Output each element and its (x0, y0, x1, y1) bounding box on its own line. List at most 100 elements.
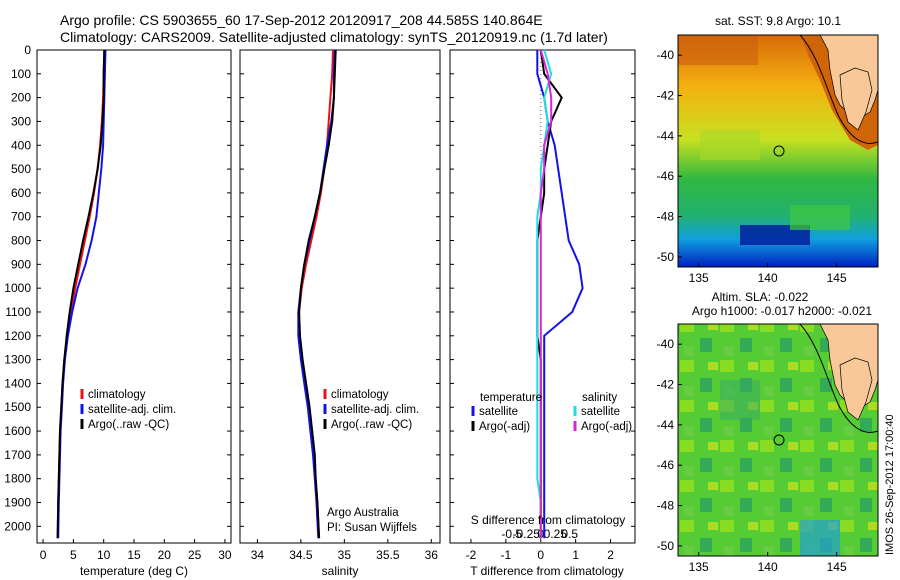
sst-map-title: sat. SST: 9.8 Argo: 10.1 (715, 14, 841, 28)
map-y-tick-label: -46 (657, 458, 675, 472)
x-tick-label: 35 (338, 548, 352, 562)
x-tick-label: 36 (425, 548, 439, 562)
depth-tick-label: 1200 (4, 329, 31, 343)
sla-map-subtitle: Argo h1000: -0.017 h2000: -0.021 (692, 304, 872, 318)
depth-tick-label: 2000 (4, 519, 31, 533)
depth-tick-label: 700 (11, 210, 31, 224)
x-tick-label: 35.5 (376, 548, 400, 562)
series-line (56, 49, 106, 539)
depth-tick-label: 1900 (4, 496, 31, 510)
x-tick-label: 15 (127, 548, 141, 562)
figure-title-line1: Argo profile: CS 5903655_60 17-Sep-2012 … (60, 12, 543, 28)
map-y-tick-label: -50 (657, 250, 675, 264)
map-x-tick-label: 140 (758, 560, 778, 574)
depth-tick-label: 600 (11, 186, 31, 200)
series-line (536, 50, 584, 539)
legend-label: satellite-adj. clim. (331, 404, 419, 416)
x-tick-label: 34 (251, 548, 265, 562)
legend-label: satellite-adj. clim. (88, 404, 176, 416)
series-line (57, 49, 107, 539)
sla-float-marker (773, 434, 785, 446)
map-y-tick-label: -44 (657, 129, 675, 143)
series-line (56, 49, 106, 539)
map-axes: 135 140 145 -40 -42 -44 -46 -48 -50 135 140 145 -40 -… (657, 48, 847, 574)
legend-label: Argo(-adj) (581, 421, 632, 433)
sla-map-frame (677, 323, 879, 557)
map-y-tick-label: -42 (657, 89, 675, 103)
legend-label: satellite (581, 406, 620, 418)
depth-tick-label: 100 (11, 67, 31, 81)
depth-tick-label: 200 (11, 91, 31, 105)
x-tick-label: 34.5 (289, 548, 313, 562)
depth-tick-label: 0 (24, 43, 31, 57)
sst-float-marker (773, 145, 785, 157)
map-x-tick-label: 135 (689, 560, 709, 574)
map-y-tick-label: -44 (657, 418, 675, 432)
depth-tick-label: 1400 (4, 376, 31, 390)
x-tick-label: 10 (97, 548, 111, 562)
map-y-tick-label: -40 (657, 337, 675, 351)
depth-axis: 0 100 200 300 400 500 600 700 800 900 1000 1100 1200… (4, 43, 31, 533)
depth-tick-label: 1600 (4, 424, 31, 438)
salinity-diff-tick-label: -0.5 (501, 527, 522, 541)
legend-header-temperature: temperature (480, 392, 542, 404)
x-tick-label: 1 (572, 548, 579, 562)
sla-map-image (678, 324, 878, 556)
map-y-tick-label: -42 (657, 378, 675, 392)
x-tick-label: 5 (70, 548, 77, 562)
difference-secondary-xlabel: S difference from climatology (471, 513, 626, 527)
salinity-annotation-agency: Argo Australia (327, 507, 399, 519)
x-tick-label: -2 (466, 548, 477, 562)
depth-tick-label: 1000 (4, 281, 31, 295)
x-tick-label: 25 (188, 548, 202, 562)
legend-label: Argo(..raw -QC) (331, 419, 412, 431)
salinity-xlabel: salinity (322, 564, 359, 578)
x-tick-label: 30 (218, 548, 232, 562)
map-x-tick-label: 145 (827, 271, 847, 285)
salinity-chart: 34 34.5 35 35.5 36 climatology satellite-adj. … (240, 49, 440, 562)
difference-xlabel: T difference from climatology (470, 564, 624, 578)
temperature-chart: 0 5 10 15 20 25 30 climatology satellite-adj. cl… (37, 49, 232, 562)
x-tick-label: 0 (40, 548, 47, 562)
x-tick-label: -1 (501, 548, 512, 562)
x-tick-label: 2 (607, 548, 614, 562)
legend-label: Argo(-adj) (479, 421, 530, 433)
depth-tick-label: 800 (11, 234, 31, 248)
map-y-tick-label: -48 (657, 210, 675, 224)
difference-panel-frame (449, 49, 636, 544)
legend-label: climatology (88, 389, 146, 401)
map-x-tick-label: 135 (689, 271, 709, 285)
map-x-tick-label: 145 (827, 560, 847, 574)
salinity-diff-tick-label: 0.5 (561, 527, 578, 541)
sst-map-image (678, 35, 878, 267)
map-y-tick-label: -50 (657, 539, 675, 553)
series-line (539, 49, 553, 539)
credit-text: IMOS 26-Sep-2012 17:00:40 (884, 414, 896, 555)
depth-tick-label: 400 (11, 138, 31, 152)
legend-header-salinity: salinity (582, 392, 617, 404)
x-tick-label: 20 (158, 548, 172, 562)
figure-title-line2: Climatology: CARS2009. Satellite-adjuste… (60, 29, 608, 45)
salinity-panel-frame (239, 49, 441, 544)
legend-label: satellite (479, 406, 518, 418)
legend-label: climatology (331, 389, 389, 401)
x-tick-label: 0 (537, 548, 544, 562)
depth-tick-label: 300 (11, 114, 31, 128)
map-y-tick-label: -48 (657, 499, 675, 513)
salinity-diff-tick-label: 0.25 (544, 527, 568, 541)
depth-tick-label: 500 (11, 162, 31, 176)
series-line (536, 49, 553, 539)
sst-map-frame (677, 34, 879, 268)
depth-tick-label: 900 (11, 257, 31, 271)
sla-map-title: Altim. SLA: -0.022 (712, 290, 809, 304)
depth-tick-label: 1300 (4, 353, 31, 367)
map-y-tick-label: -40 (657, 48, 675, 62)
map-y-tick-label: -46 (657, 169, 675, 183)
temperature-panel-frame (36, 49, 232, 544)
depth-tick-label: 1700 (4, 448, 31, 462)
depth-tick-label: 1500 (4, 400, 31, 414)
depth-tick-label: 1800 (4, 472, 31, 486)
series-line (298, 49, 337, 539)
